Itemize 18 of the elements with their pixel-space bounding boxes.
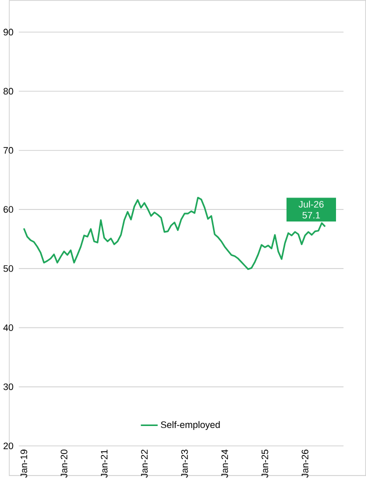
x-tick-label: Jan-19 (20, 450, 28, 478)
annotation: Jul-26 57.1 (298, 200, 324, 218)
x-tick-label: Jan-23 (181, 450, 188, 478)
x-tick-label: Jan-24 (221, 450, 228, 478)
x-tick-label: Jan-26 (302, 450, 308, 478)
legend-label: Self-employed (160, 421, 220, 430)
y-tick-label: 30 (3, 383, 14, 390)
x-tick-label: Jan-25 (262, 450, 268, 478)
y-tick-label: 50 (3, 265, 14, 272)
y-tick-label: 70 (4, 147, 14, 154)
x-tick-label: Jan-20 (60, 450, 68, 478)
x-tick-label: Jan-21 (100, 450, 108, 478)
x-tick-label: Jan-22 (141, 450, 148, 478)
y-tick-label: 40 (3, 324, 14, 331)
y-tick-label: 90 (4, 28, 14, 36)
y-tick-label: 80 (3, 88, 14, 95)
y-tick-label: 60 (4, 206, 14, 213)
y-tick-label: 20 (4, 442, 14, 450)
